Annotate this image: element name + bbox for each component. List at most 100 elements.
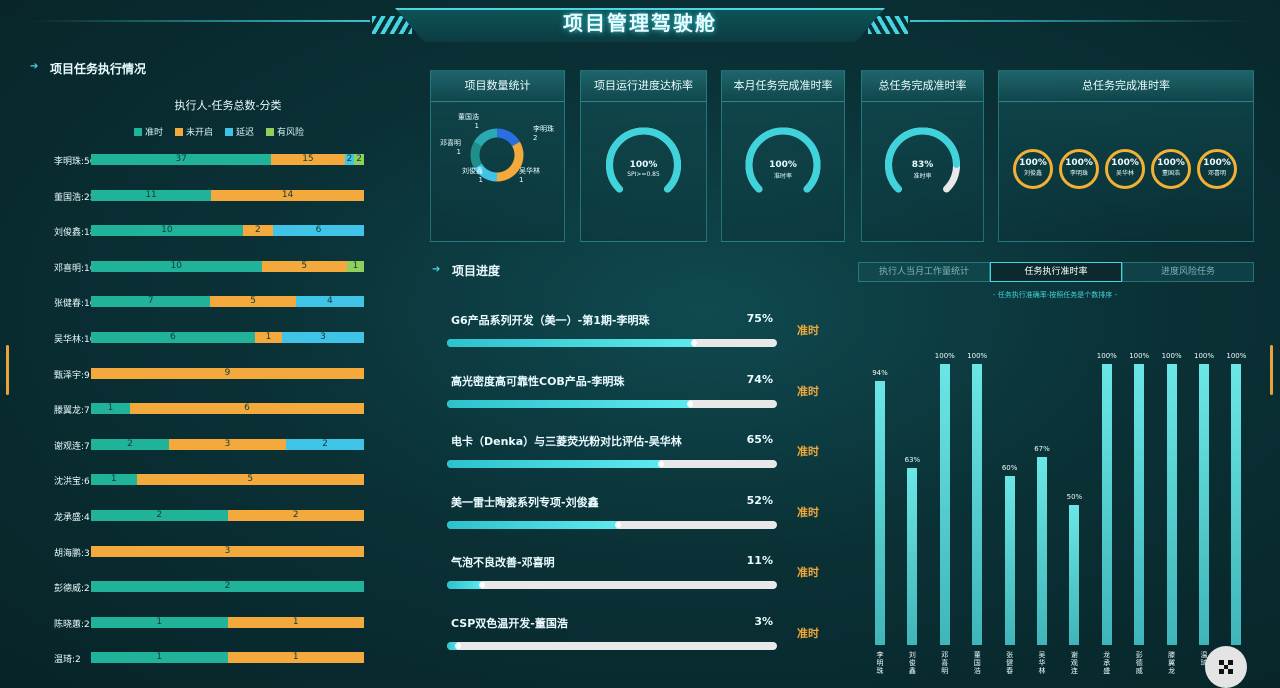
project-percent: 52% — [746, 493, 773, 507]
ontime-bar-label: 100% — [1226, 352, 1247, 360]
bar-segment[interactable]: 15 — [271, 154, 345, 165]
person-rate-ring: 100% 李明珠 — [1059, 149, 1099, 189]
bar-segment[interactable]: 6 — [130, 403, 364, 415]
bar-segment[interactable]: 2 — [344, 154, 355, 165]
project-progress-fill — [447, 399, 694, 408]
person-rate-name: 刘俊鑫 — [1023, 170, 1042, 177]
person-rate-ring: 100% 邓喜明 — [1197, 149, 1237, 189]
donut-value: 2 — [533, 134, 537, 142]
bar-segment[interactable]: 1 — [346, 260, 364, 272]
project-progress-bar — [447, 460, 777, 469]
ontime-bar[interactable] — [1231, 364, 1242, 645]
row-label: 董国浩:25 — [54, 192, 96, 203]
bar-segment[interactable]: 10 — [91, 225, 243, 237]
bar-segment[interactable]: 6 — [91, 332, 255, 343]
donut-value: 1 — [475, 122, 479, 130]
legend-label: 有风险 — [277, 128, 305, 138]
bar-segment[interactable]: 2 — [242, 225, 273, 237]
bar-segment[interactable]: 3 — [169, 438, 286, 450]
ontime-bar[interactable] — [1004, 476, 1015, 645]
ontime-bar[interactable] — [1134, 364, 1145, 645]
bar-segment[interactable]: 7 — [91, 296, 211, 308]
legend-item[interactable]: 准时 — [134, 125, 163, 138]
panel-project-count-title: 项目数量统计 — [431, 71, 564, 102]
person-rate-name: 吴华林 — [1115, 170, 1134, 177]
bar-segment[interactable]: 1 — [227, 652, 364, 664]
ontime-bar[interactable] — [1037, 456, 1047, 645]
stacked-bar: 10 2 6 — [91, 225, 364, 237]
bar-segment[interactable]: 2 — [354, 154, 364, 165]
ontime-bar-name: 吴华林 — [1038, 651, 1046, 675]
ontime-bar-label: 100% — [1096, 352, 1117, 360]
tab-workload[interactable]: 执行人当月工作量统计 — [858, 262, 990, 282]
project-name: G6产品系列开发（美一）-第1期-李明珠 — [451, 314, 650, 327]
donut-slice[interactable] — [496, 128, 520, 147]
ontime-bar-name: 温琦 — [1200, 651, 1208, 667]
row-label: 李明珠:56 — [54, 157, 96, 167]
ontime-bar[interactable] — [1199, 364, 1209, 645]
legend-item[interactable]: 延迟 — [225, 125, 254, 138]
bar-segment[interactable]: 2 — [286, 438, 364, 450]
legend-item[interactable]: 有风险 — [266, 125, 304, 138]
project-name: 高光密度高可靠性COB产品-李明珠 — [451, 374, 625, 388]
ontime-bar-label: 100% — [934, 352, 955, 360]
bar-segment[interactable]: 1 — [91, 616, 228, 628]
project-name: 电卡（Denka）与三菱荧光粉对比评估-吴华林 — [451, 435, 682, 449]
bar-segment[interactable]: 5 — [261, 260, 347, 272]
bar-segment[interactable]: 5 — [136, 474, 364, 486]
bar-segment[interactable]: 11 — [91, 189, 212, 201]
total-rate-gauge — [885, 127, 960, 193]
floating-button[interactable] — [1205, 646, 1247, 688]
bar-segment[interactable]: 9 — [91, 367, 364, 379]
bar-segment[interactable]: 2 — [91, 581, 364, 593]
ontime-bar[interactable] — [907, 467, 918, 645]
bar-segment[interactable]: 3 — [91, 545, 364, 557]
bar-segment[interactable]: 37 — [91, 154, 272, 165]
ontime-bar-label: 100% — [1129, 352, 1150, 360]
donut-slice[interactable] — [496, 141, 524, 182]
stacked-bar: 2 — [91, 581, 364, 593]
ontime-bar[interactable] — [939, 364, 950, 645]
panel-progress-rate-title: 项目运行进度达标率 — [581, 71, 706, 102]
donut-value: 1 — [457, 148, 461, 156]
bar-segment[interactable]: 5 — [210, 296, 296, 308]
bar-segment[interactable]: 1 — [227, 616, 364, 628]
project-percent: 65% — [746, 433, 773, 447]
bar-segment[interactable]: 1 — [254, 332, 283, 343]
header-line-right — [910, 20, 1250, 22]
donut-slice[interactable] — [474, 163, 498, 182]
ontime-bar[interactable] — [972, 364, 983, 645]
bar-segment[interactable]: 6 — [272, 225, 364, 237]
panel-progress-rate: 项目运行进度达标率 100% SPI>=0.85 — [580, 70, 707, 242]
tab-ontime-rate[interactable]: 任务执行准时率 — [990, 262, 1122, 282]
donut-slice[interactable] — [470, 141, 483, 169]
bar-segment[interactable]: 4 — [295, 296, 364, 308]
bar-segment[interactable]: 2 — [91, 438, 169, 450]
bar-segment[interactable]: 1 — [91, 474, 137, 486]
bar-segment[interactable]: 2 — [91, 510, 228, 521]
legend-swatch — [134, 127, 142, 136]
progress-knob — [690, 340, 697, 346]
bar-segment[interactable]: 10 — [91, 260, 262, 272]
project-progress-fill — [447, 520, 621, 529]
bar-segment[interactable]: 3 — [282, 332, 364, 343]
bar-segment[interactable]: 14 — [211, 189, 364, 201]
header-stripes-left — [372, 16, 412, 34]
project-progress-bar — [447, 339, 777, 347]
ontime-bar[interactable] — [1166, 364, 1177, 645]
ontime-bar[interactable] — [875, 380, 885, 645]
bar-segment[interactable]: 1 — [91, 403, 130, 415]
legend-item[interactable]: 未开启 — [175, 125, 213, 138]
stacked-bar: 9 — [91, 367, 364, 379]
ontime-bar[interactable] — [1101, 364, 1112, 645]
bar-segment[interactable]: 1 — [91, 652, 228, 664]
donut-label: 邓喜明 — [440, 138, 461, 147]
legend-label: 延迟 — [236, 128, 255, 138]
bar-segment[interactable]: 2 — [227, 510, 364, 521]
donut-slice[interactable] — [474, 128, 498, 147]
ontime-bar[interactable] — [1069, 504, 1080, 645]
tab-risk-tasks[interactable]: 进度风险任务 — [1122, 262, 1254, 282]
